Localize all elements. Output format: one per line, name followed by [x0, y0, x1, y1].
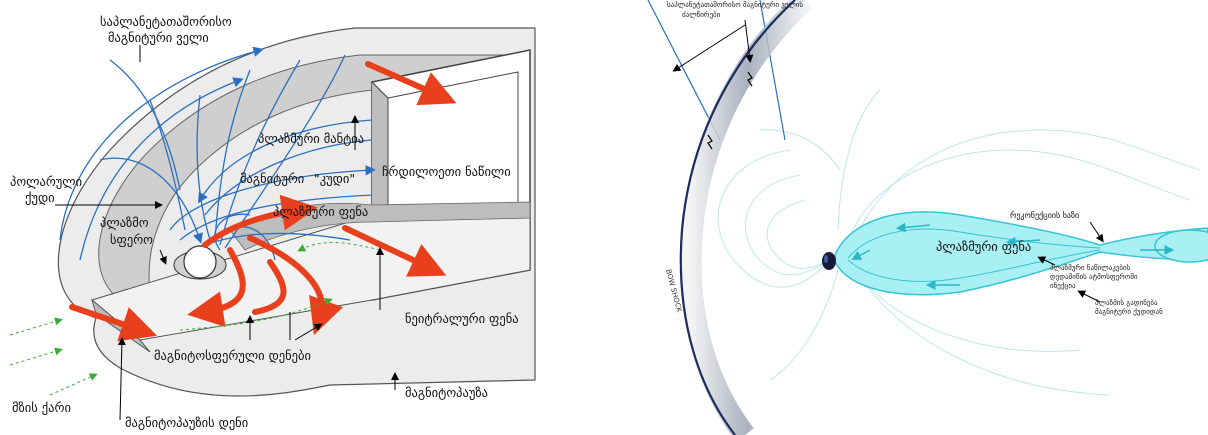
label-polar-cusp-line1: პოლარული	[10, 174, 82, 189]
label-plasmoid-line1: პლაზმის გადინება	[1095, 299, 1158, 307]
label-plasmoid-line2: მაგნიტური ქუდიდან	[1095, 307, 1163, 316]
label-plasma-flow-line2: დედამიწის ატმოსფეროში	[1050, 272, 1138, 281]
pointer-lines-right	[672, 19, 1104, 303]
label-neutral-sheet: ნეიტრალური ფენა	[405, 311, 519, 326]
label-solar-wind: მზის ქარი	[12, 400, 71, 415]
magnetosphere-3d-diagram: საპლანეტათაშორისო მაგნიტური ველი პლაზმურ…	[9, 14, 536, 430]
label-tail-suffix: ჩრდილოეთი ნაწილი	[382, 164, 511, 179]
imf-line	[647, 0, 721, 141]
label-tail-word: "კუდი"	[314, 171, 355, 186]
green-flows	[9, 242, 381, 396]
label-imf-lines-line2: ძალწირები	[682, 10, 721, 19]
shock-marks	[707, 71, 753, 150]
label-magnetopause-current: მაგნიტოპაუზის დენი	[125, 415, 248, 430]
earth-left	[173, 245, 227, 280]
magnetotail-cross-section: BOW SHOCK	[630, 0, 1208, 435]
label-plasma-flow-line3: ინექცია	[1050, 282, 1076, 290]
label-imf-lines-line1: საპლანეტათაშორისო მაგნიტური ველის	[667, 0, 803, 9]
label-plasma-mantle: პლაზმური მანტია	[258, 131, 364, 146]
label-plasmasphere-line1: პლაზმო	[100, 215, 149, 230]
label-imf-line2: მაგნიტური ველი	[108, 30, 209, 45]
bow-shock-line	[679, 0, 796, 435]
plasma-sheet-inner-2	[847, 249, 1101, 282]
label-plasma-flow-line1: პლაზმური ნაწილაკების	[1050, 263, 1131, 272]
plasma-sheet-inner-1	[847, 228, 1101, 259]
label-imf-line1: საპლანეტათაშორისო	[100, 14, 232, 29]
label-tail-prefix: მაგნიტური	[240, 171, 304, 186]
label-plasma-sheet-right: პლაზმური ფენა	[936, 239, 1031, 254]
label-plasma-sheet-left: პლაზმური ფენა	[273, 204, 368, 219]
label-plasmasphere-line2: სფერო	[110, 232, 153, 247]
plasma-sheet-cyan	[834, 211, 1208, 296]
label-magnetospheric-currents: მაგნიტოსფერული დენები	[154, 348, 311, 363]
label-reconnection-line: რეკონექციის ხაზი	[1010, 210, 1079, 220]
faint-field-lines	[717, 89, 1201, 396]
plasma-flow-arrows	[851, 222, 1175, 290]
label-magnetopause: მაგნიტოპაუზა	[405, 385, 488, 400]
bow-shock-glow	[679, 0, 813, 435]
imf-line-2	[759, 0, 786, 141]
pointer-lines	[55, 45, 399, 421]
current-arrows	[69, 61, 457, 342]
label-polar-cusp-line2: ქუდი	[25, 190, 55, 205]
earth-right	[822, 252, 836, 270]
